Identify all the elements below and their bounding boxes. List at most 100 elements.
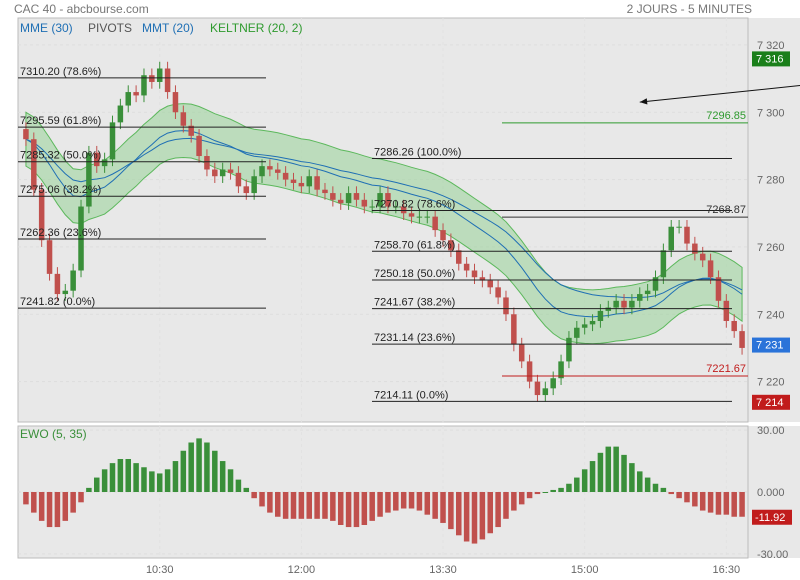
- candle-body: [723, 300, 730, 321]
- candle-body: [345, 193, 352, 204]
- price-badge-label: 7 316: [756, 53, 784, 65]
- candle-body: [456, 250, 462, 264]
- ewo-bar: [251, 492, 257, 499]
- candle-body: [566, 337, 572, 362]
- ewo-bar: [487, 492, 493, 534]
- ewo-bar: [684, 492, 690, 503]
- ewo-bar: [471, 492, 478, 544]
- candle-body: [558, 361, 564, 379]
- ewo-bar: [306, 492, 312, 519]
- ewo-bar: [518, 492, 525, 505]
- ewo-bar: [597, 452, 604, 492]
- candle-body: [471, 270, 478, 278]
- candle-body: [314, 176, 320, 190]
- ewo-bar: [456, 492, 462, 536]
- period-label: 2 JOURS - 5 MINUTES: [626, 2, 752, 16]
- ewo-bar: [298, 492, 305, 519]
- legend-item: KELTNER (20, 2): [210, 21, 302, 35]
- ewo-bar: [503, 492, 509, 519]
- ewo-title: EWO (5, 35): [20, 427, 87, 441]
- ewo-bar: [314, 492, 320, 519]
- pivot-label: 7241.82 (0.0%): [20, 296, 95, 308]
- candle-body: [739, 331, 745, 348]
- time-tick-label: 16:30: [713, 564, 741, 576]
- ewo-bar: [345, 492, 352, 528]
- pivot-label: 7275.06 (38.2%): [20, 184, 101, 196]
- candle-body: [149, 75, 155, 82]
- candle-body: [70, 270, 76, 291]
- ewo-bar: [400, 492, 407, 509]
- candle-body: [424, 216, 431, 218]
- candle-body: [219, 169, 226, 177]
- ewo-bar: [337, 492, 344, 525]
- candle-body: [692, 243, 698, 254]
- pivot-label: 7310.20 (78.6%): [20, 66, 101, 78]
- candle-body: [621, 300, 627, 308]
- level-label: 7268.87: [706, 204, 746, 216]
- ewo-bar: [46, 492, 53, 528]
- price-tick-label: 7 240: [757, 309, 785, 321]
- candle-body: [416, 216, 423, 218]
- candle-body: [117, 105, 124, 123]
- candle-body: [550, 378, 556, 389]
- ewo-bar: [637, 471, 643, 492]
- ewo-bar: [385, 492, 391, 513]
- pivot-label: 7262.36 (23.6%): [20, 227, 101, 239]
- candle-body: [605, 307, 612, 311]
- ewo-bar: [227, 469, 234, 492]
- candle-body: [668, 226, 674, 251]
- ewo-bar: [31, 492, 37, 513]
- ewo-bar: [566, 483, 572, 492]
- time-tick-label: 15:00: [571, 564, 599, 576]
- pivot-label: 7286.26 (100.0%): [374, 147, 461, 159]
- candle-body: [479, 277, 486, 281]
- candle-body: [487, 280, 493, 288]
- candle-body: [353, 193, 360, 200]
- ewo-bar: [534, 492, 541, 495]
- price-tick-label: 7 280: [757, 175, 785, 187]
- candle-body: [361, 199, 368, 207]
- ewo-last-label: -11.92: [755, 512, 785, 524]
- candle-body: [259, 166, 265, 177]
- candle-body: [707, 260, 714, 278]
- candle-body: [542, 388, 549, 396]
- ewo-bar: [219, 461, 226, 492]
- candle-body: [109, 122, 116, 160]
- candle-body: [589, 321, 596, 325]
- ewo-bar: [180, 450, 187, 492]
- price-tick-label: 7 320: [757, 40, 785, 52]
- ewo-bar: [574, 477, 580, 492]
- ewo-bar: [38, 492, 45, 521]
- legend-item: MMT (20): [142, 21, 194, 35]
- ewo-bar: [707, 492, 714, 513]
- candle-body: [581, 324, 588, 328]
- ewo-bar: [463, 492, 470, 542]
- candle-body: [141, 75, 147, 96]
- ewo-bar: [164, 469, 171, 492]
- ewo-bar: [526, 492, 533, 499]
- ewo-bar: [511, 492, 517, 511]
- ewo-bar: [282, 492, 289, 519]
- price-badge: [752, 394, 790, 410]
- candle-body: [684, 226, 690, 244]
- candle-body: [385, 193, 391, 207]
- ewo-bar: [212, 450, 218, 492]
- ewo-bar: [149, 471, 155, 492]
- ewo-bar: [495, 492, 501, 528]
- ewo-bar: [393, 492, 399, 511]
- ewo-bar: [204, 442, 210, 492]
- ewo-bar: [322, 492, 328, 519]
- legend-item: MME (30): [20, 21, 73, 35]
- ewo-bar: [581, 469, 588, 492]
- ewo-bar: [141, 467, 147, 492]
- ewo-bar: [94, 477, 100, 492]
- candle-body: [518, 344, 525, 362]
- ewo-bar: [133, 463, 139, 492]
- candle-body: [432, 216, 438, 231]
- pivot-label: 7295.59 (61.8%): [20, 115, 101, 127]
- ewo-bar: [259, 492, 265, 507]
- candle-body: [212, 169, 218, 177]
- ewo-bar: [448, 492, 454, 530]
- price-badge-label: 7 231: [756, 340, 784, 352]
